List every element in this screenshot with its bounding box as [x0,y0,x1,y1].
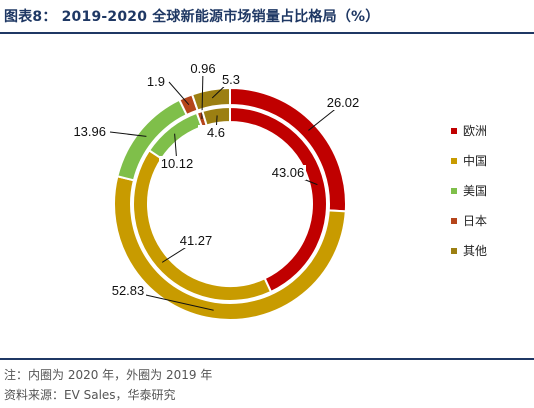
donut-chart: 26.02 52.83 13.96 1.9 5.3 43.06 41.27 10.12 0.96… [68,61,487,321]
data-label-bg-outer-2 [68,124,104,139]
data-label-inner-4: 4.6 [207,125,225,140]
source-note: 资料来源：EV Sales，华泰研究 [4,388,176,402]
data-label-outer-0: 26.02 [327,95,360,110]
legend-label-0: 欧洲 [463,124,487,138]
data-label-inner-3: 0.96 [190,61,215,76]
data-label-bg-outer-1 [110,283,146,298]
data-label-bg-outer-4 [213,72,249,87]
data-label-inner-1: 41.27 [180,233,213,248]
legend-label-3: 日本 [463,214,487,228]
legend-label-4: 其他 [463,244,487,258]
data-label-bg-inner-4 [198,125,234,140]
slice-inner-4 [201,105,231,127]
data-label-outer-2: 13.96 [73,124,106,139]
data-label-outer-3: 1.9 [147,74,165,89]
legend-swatch-1 [451,158,457,164]
data-label-bg-inner-1 [178,233,214,248]
chart-title: 图表8： 2019-2020 全球新能源市场销量占比格局（%） [4,9,380,25]
data-label-outer-4: 5.3 [222,72,240,87]
leader-line-outer-3 [168,81,190,106]
data-label-bg-outer-0 [325,95,361,110]
data-label-bg-inner-0 [270,165,306,180]
legend-label-1: 中国 [463,153,487,168]
data-label-outer-1: 52.83 [112,283,145,298]
footnote: 注：内圈为 2020 年，外圈为 2019 年 [4,368,213,382]
legend-swatch-2 [451,188,457,194]
data-label-bg-inner-2 [159,156,195,171]
top-divider [0,32,534,34]
bottom-divider [0,358,534,360]
data-label-inner-2: 10.12 [161,156,194,171]
legend-swatch-0 [451,128,457,134]
data-label-bg-outer-3 [127,74,163,89]
slice-outer-4 [190,86,231,112]
data-label-inner-0: 43.06 [272,165,305,180]
legend-label-2: 美国 [463,184,487,198]
legend-swatch-3 [451,218,457,224]
legend-swatch-4 [451,248,457,254]
leader-line-outer-2 [109,131,147,137]
data-label-bg-inner-3 [185,61,221,76]
